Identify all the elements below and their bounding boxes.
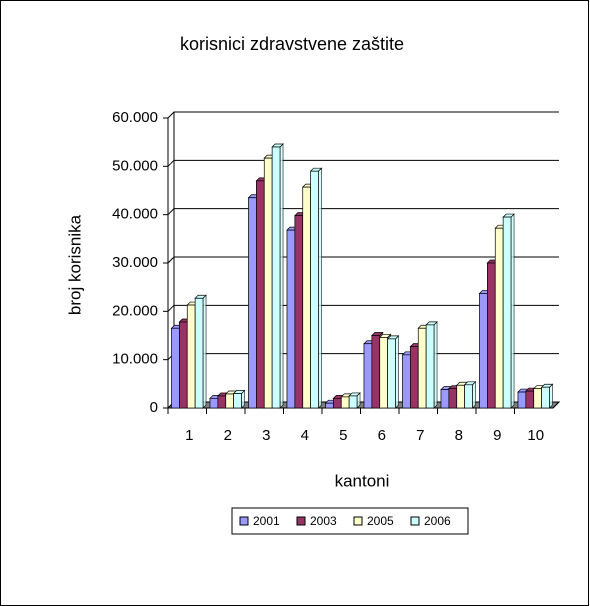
bar: [217, 395, 227, 409]
x-tick-label: 9: [493, 427, 501, 444]
x-axis-title: kantoni: [335, 471, 390, 490]
bar: [348, 395, 358, 409]
bar: [333, 397, 342, 409]
x-tick-label: 7: [416, 427, 424, 444]
bar: [363, 343, 373, 409]
x-tick-label: 5: [339, 427, 347, 444]
y-axis-title: broj korisnika: [65, 214, 84, 315]
y-tick-label: 0: [150, 399, 158, 416]
bar-side: [433, 321, 438, 409]
bar: [325, 402, 334, 409]
bar-side: [202, 294, 207, 409]
bar-side: [279, 143, 284, 409]
bar: [464, 384, 473, 409]
legend: 2001 2003 2005 2006: [239, 514, 451, 528]
grid-line: [167, 256, 559, 264]
grid-line: [167, 159, 559, 167]
bar: [286, 229, 296, 409]
y-tick-label: 30.000: [112, 254, 158, 271]
bar: [186, 304, 196, 409]
bar: [371, 335, 381, 409]
legend-label: 2005: [367, 514, 394, 528]
grid-line: [167, 208, 559, 216]
legend-swatch: [239, 516, 249, 526]
bar: [502, 216, 512, 409]
y-tick-label: 10.000: [112, 351, 158, 368]
bar: [263, 157, 273, 409]
bar: [448, 388, 458, 409]
grid-line: [167, 304, 559, 312]
bar: [541, 386, 550, 409]
bar-side: [549, 383, 553, 409]
legend-swatch: [410, 516, 420, 526]
bar: [294, 215, 304, 409]
bar: [310, 170, 319, 409]
y-tick-label: 60.000: [112, 109, 158, 126]
bar: [225, 393, 234, 409]
legend-swatch: [353, 516, 363, 526]
bar: [340, 396, 350, 409]
x-tick-label: 1: [185, 427, 193, 444]
y-tick-label: 50.000: [112, 157, 158, 174]
grid-line: [167, 111, 559, 119]
bar: [248, 197, 257, 409]
x-tick-label: 8: [455, 427, 463, 444]
legend-label: 2001: [253, 514, 280, 528]
x-tick-label: 3: [262, 427, 270, 444]
bar: [233, 393, 242, 409]
bar-side: [395, 335, 399, 409]
x-tick-label: 2: [224, 427, 232, 444]
bar: [417, 327, 427, 409]
bar: [194, 297, 204, 409]
y-tick-label: 20.000: [112, 302, 158, 319]
bar: [256, 180, 265, 409]
bar: [425, 324, 435, 409]
legend-label: 2003: [310, 514, 337, 528]
bar-side: [510, 213, 515, 409]
bar: [479, 293, 488, 409]
bar: [209, 397, 219, 409]
legend-box: [231, 507, 469, 535]
right-edge: [552, 401, 560, 409]
x-tick-label: 4: [301, 427, 309, 444]
bar: [525, 390, 535, 409]
bar: [271, 146, 281, 409]
legend-label: 2006: [424, 514, 451, 528]
x-tick-label: 6: [378, 427, 386, 444]
bar: [440, 389, 450, 409]
bar: [410, 346, 419, 409]
bar: [533, 388, 542, 409]
bar: [379, 337, 388, 409]
y-tick-label: 40.000: [112, 206, 158, 223]
bar: [494, 227, 504, 409]
bar: [456, 384, 465, 409]
bar: [487, 262, 496, 409]
bar: [179, 321, 188, 409]
legend-swatch: [296, 516, 306, 526]
bar: [402, 354, 411, 409]
chart-title: korisnici zdravstvene zaštite: [180, 34, 404, 54]
bar: [387, 338, 396, 409]
bar: [302, 186, 311, 409]
bar: [171, 327, 180, 409]
bar-side: [318, 167, 322, 409]
x-tick-label: 10: [527, 427, 544, 444]
bar-side: [472, 380, 476, 409]
bar: [517, 391, 527, 409]
